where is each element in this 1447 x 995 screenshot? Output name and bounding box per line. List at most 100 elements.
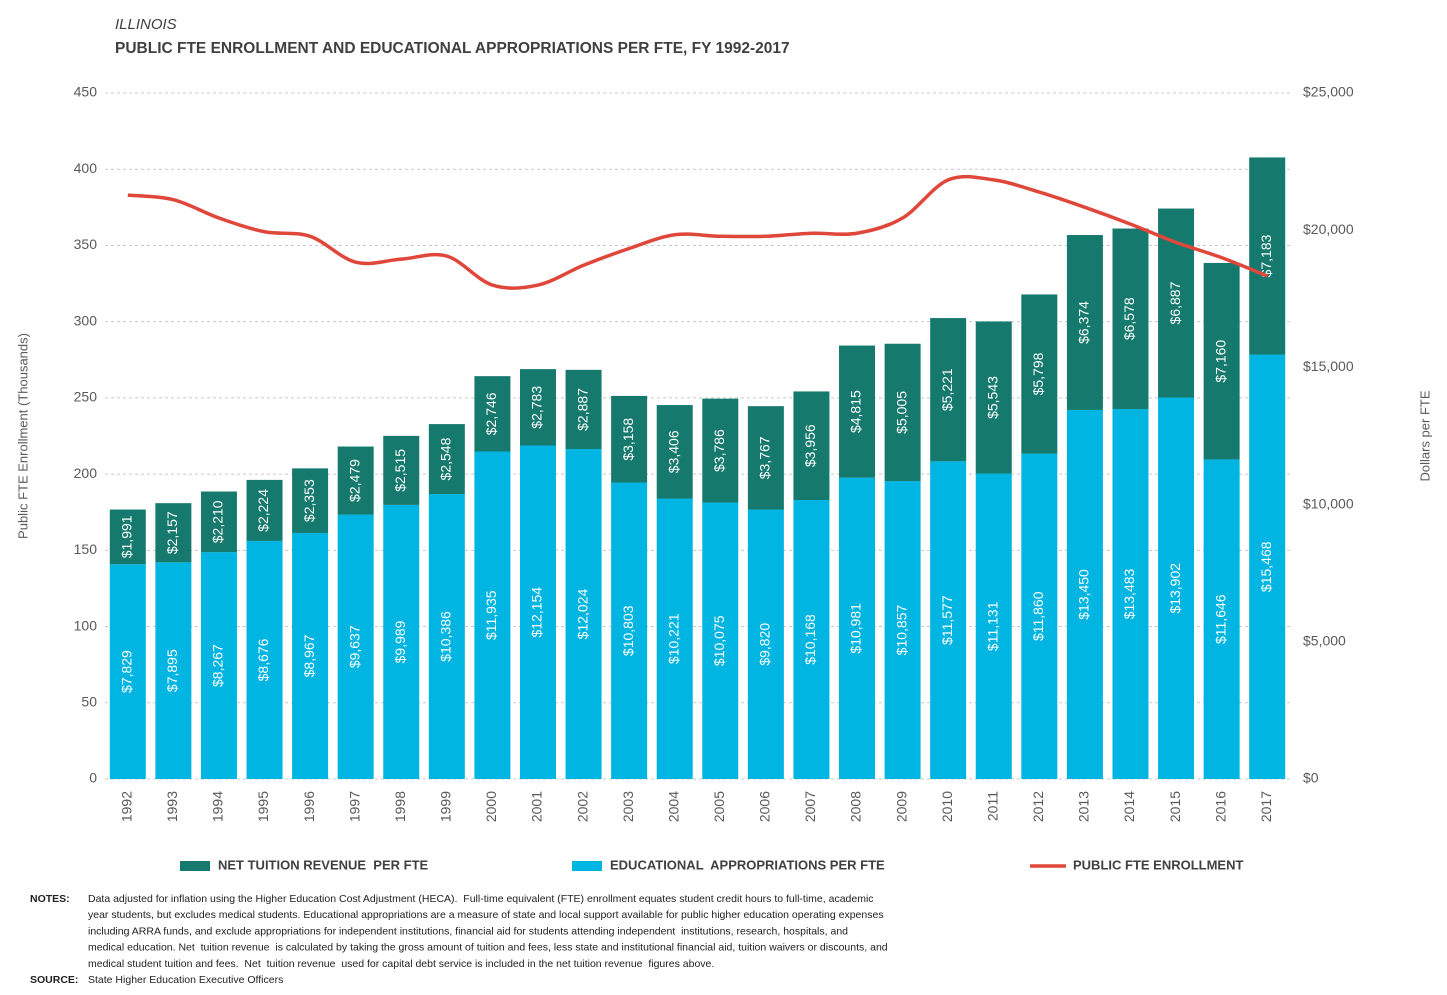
value-label: $12,024 (574, 589, 590, 640)
value-label: $11,131 (984, 601, 1000, 651)
value-label: $10,075 (711, 615, 727, 666)
bar-segment (1203, 262, 1240, 460)
y-tick-label: 0 (89, 770, 97, 786)
value-label: $2,515 (392, 449, 408, 492)
bar-segment (930, 461, 967, 779)
notes-line: Data adjusted for inflation using the Hi… (88, 893, 874, 905)
bar-segment (747, 509, 784, 779)
bar-segment (1066, 235, 1103, 410)
value-label: $6,578 (1121, 297, 1137, 340)
x-tick-label: 2012 (1030, 791, 1046, 822)
x-tick-label: 1997 (346, 791, 362, 822)
bar-segment (337, 446, 374, 515)
bar-segment (292, 468, 329, 533)
x-tick-label: 1999 (438, 791, 454, 822)
bar-segment (611, 482, 648, 779)
bar-segment (884, 343, 921, 482)
bar-segment (656, 405, 693, 499)
bar-segment (702, 398, 739, 503)
bar-segment (519, 445, 556, 779)
x-tick-label: 2015 (1167, 791, 1183, 822)
bar-segment (1158, 397, 1195, 779)
chart-subtitle: PUBLIC FTE ENROLLMENT AND EDUCATIONAL AP… (115, 40, 790, 57)
x-tick-label: 1994 (210, 791, 226, 822)
x-tick-label: 2011 (984, 791, 1000, 821)
y-axis-label: Public FTE Enrollment (Thousands) (15, 333, 30, 539)
x-tick-label: 2002 (574, 791, 590, 822)
bar-segment (383, 504, 420, 779)
value-label: $7,160 (1212, 340, 1228, 383)
bar-segment (200, 552, 237, 779)
source-label: SOURCE: (30, 974, 78, 986)
x-tick-label: 1992 (118, 791, 134, 822)
bar-segment (1203, 459, 1240, 779)
value-label: $10,803 (620, 605, 636, 656)
x-tick-label: 2009 (893, 791, 909, 822)
bar-segment (656, 498, 693, 779)
bar-segment (1249, 157, 1286, 355)
x-tick-label: 2008 (848, 791, 864, 822)
value-label: $11,935 (483, 590, 499, 640)
value-label: $2,783 (529, 386, 545, 429)
legend-label: PUBLIC FTE ENROLLMENT (1073, 857, 1243, 872)
bar-segment (565, 369, 602, 450)
x-tick-label: 2017 (1258, 791, 1274, 822)
bar-segment (975, 321, 1012, 474)
chart-title: ILLINOIS (115, 16, 177, 33)
value-label: $8,267 (210, 644, 226, 687)
value-label: $9,820 (757, 623, 773, 666)
y-tick-label: 50 (81, 693, 97, 709)
bar-segment (1066, 409, 1103, 779)
value-label: $7,829 (118, 650, 134, 693)
value-label: $3,956 (802, 424, 818, 467)
value-label: $3,406 (665, 430, 681, 473)
y-tick-label: 450 (74, 84, 98, 100)
line (127, 174, 1268, 290)
value-label: $13,483 (1121, 568, 1137, 619)
x-tick-label: 2004 (665, 791, 681, 822)
x-tick-label: 2007 (802, 791, 818, 822)
x-tick-label: 2001 (529, 791, 545, 822)
bar-segment (337, 514, 374, 779)
y-tick-label: 300 (74, 312, 98, 328)
bar-segment (884, 481, 921, 779)
bar-segment (1021, 453, 1058, 779)
x-tick-label: 2016 (1212, 791, 1228, 822)
bar-segment (383, 435, 420, 505)
y2-tick-label: $15,000 (1303, 358, 1354, 374)
x-tick-label: 1996 (301, 791, 317, 822)
bar-segment (839, 345, 876, 478)
bar-segment (292, 532, 329, 779)
value-label: $2,548 (438, 437, 454, 480)
value-label: $3,158 (620, 418, 636, 461)
x-tick-label: 2013 (1076, 791, 1092, 822)
value-label: $13,902 (1167, 563, 1183, 614)
value-label: $5,798 (1030, 352, 1046, 395)
value-label: $15,468 (1258, 541, 1274, 592)
value-label: $7,183 (1258, 234, 1274, 277)
bar-segment (565, 449, 602, 779)
bar-segment (155, 562, 192, 779)
bar-segment (1112, 409, 1149, 779)
bar-segment (246, 479, 283, 541)
x-tick-label: 2010 (939, 791, 955, 822)
x-tick-label: 2003 (620, 791, 636, 822)
value-label: $2,746 (483, 392, 499, 435)
value-label: $6,887 (1167, 281, 1183, 324)
notes-line: medical student tuition and fees. Net tu… (88, 958, 714, 970)
y2-tick-label: $5,000 (1303, 633, 1346, 649)
value-label: $2,887 (574, 388, 590, 431)
value-label: $3,786 (711, 429, 727, 472)
value-label: $2,157 (164, 511, 180, 554)
bar-segment (793, 391, 830, 500)
bar-segment (155, 503, 192, 563)
legend-label: NET TUITION REVENUE PER FTE (218, 857, 429, 872)
bar-segment (793, 499, 830, 779)
y2-tick-label: $0 (1303, 770, 1319, 786)
value-label: $5,221 (939, 368, 955, 411)
bar-segment (702, 502, 739, 779)
bar-segment (519, 369, 556, 446)
notes-line: medical education. Net tuition revenue i… (88, 942, 888, 954)
value-label: $12,154 (529, 587, 545, 638)
bar-segment (747, 406, 784, 510)
